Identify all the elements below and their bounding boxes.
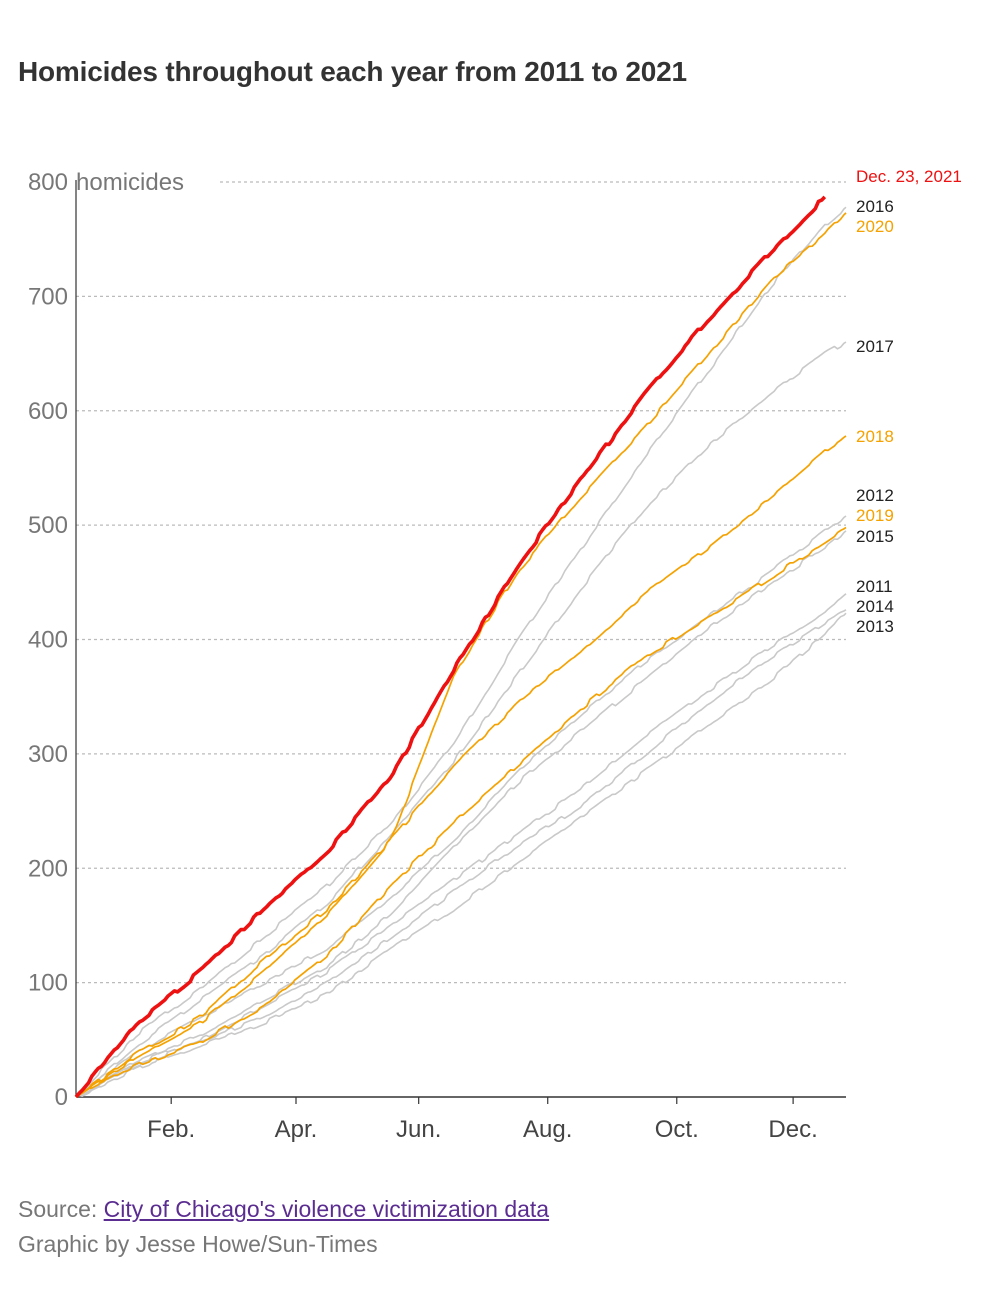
series-label-2012: 2012 (856, 486, 894, 505)
series-line-2014 (75, 609, 847, 1098)
series-line-2016 (75, 206, 847, 1098)
x-tick-label: Apr. (275, 1116, 318, 1143)
series-line-2018 (75, 435, 847, 1098)
graphic-credit: Graphic by Jesse Howe/Sun-Times (18, 1231, 378, 1257)
y-tick-label: 700 (28, 283, 68, 310)
series-line-2020 (75, 212, 847, 1098)
series-label-2011: 2011 (856, 577, 893, 596)
series-line-2013 (75, 612, 847, 1098)
chart-title: Homicides throughout each year from 2011… (18, 56, 687, 87)
series-line-2012 (75, 515, 847, 1098)
y-tick-label: 200 (28, 855, 68, 882)
x-axis: Feb. Apr. Jun. Aug. Oct. Dec. (75, 180, 846, 1143)
y-tick-label: 400 (28, 627, 68, 654)
source-line: Source: City of Chicago's violence victi… (18, 1196, 549, 1223)
x-tick-label: Jun. (396, 1116, 441, 1143)
series-lines (74, 195, 847, 1099)
y-tick-label: 100 (28, 970, 68, 997)
series-label-2021: Dec. 23, 2021 (856, 167, 962, 186)
series-label-2016: 2016 (856, 197, 894, 216)
series-label-2018: 2018 (856, 427, 894, 446)
source-link[interactable]: City of Chicago's violence victimization… (103, 1196, 550, 1222)
source-prefix: Source: (18, 1196, 104, 1222)
x-tick-label: Feb. (147, 1116, 195, 1143)
series-line-2021 (74, 195, 827, 1099)
series-label-2017: 2017 (856, 337, 894, 356)
y-tick-label: 600 (28, 398, 68, 425)
series-line-2015 (75, 530, 847, 1098)
series-label-2020: 2020 (856, 217, 894, 236)
series-label-2014: 2014 (856, 597, 894, 616)
y-tick-label: 800 (28, 169, 68, 196)
x-tick-label: Dec. (768, 1116, 817, 1143)
series-label-2013: 2013 (856, 617, 894, 636)
series-label-2015: 2015 (856, 527, 894, 546)
x-tick-label: Oct. (655, 1116, 699, 1143)
y-tick-label: 500 (28, 512, 68, 539)
series-label-2019: 2019 (856, 506, 894, 525)
series-line-2017 (75, 341, 847, 1098)
y-unit-label: homicides (76, 169, 184, 196)
y-tick-label: 0 (55, 1084, 68, 1111)
series-line-2019 (75, 526, 847, 1098)
homicides-line-chart: 0 100 200 300 400 500 600 700 800 homicides Feb. A… (28, 167, 962, 1143)
y-axis-ticks: 0 100 200 300 400 500 600 700 800 homicides (28, 169, 184, 1111)
gridlines (76, 181, 846, 984)
y-tick-label: 300 (28, 741, 68, 768)
series-line-2011 (75, 593, 847, 1098)
x-tick-label: Aug. (523, 1116, 572, 1143)
